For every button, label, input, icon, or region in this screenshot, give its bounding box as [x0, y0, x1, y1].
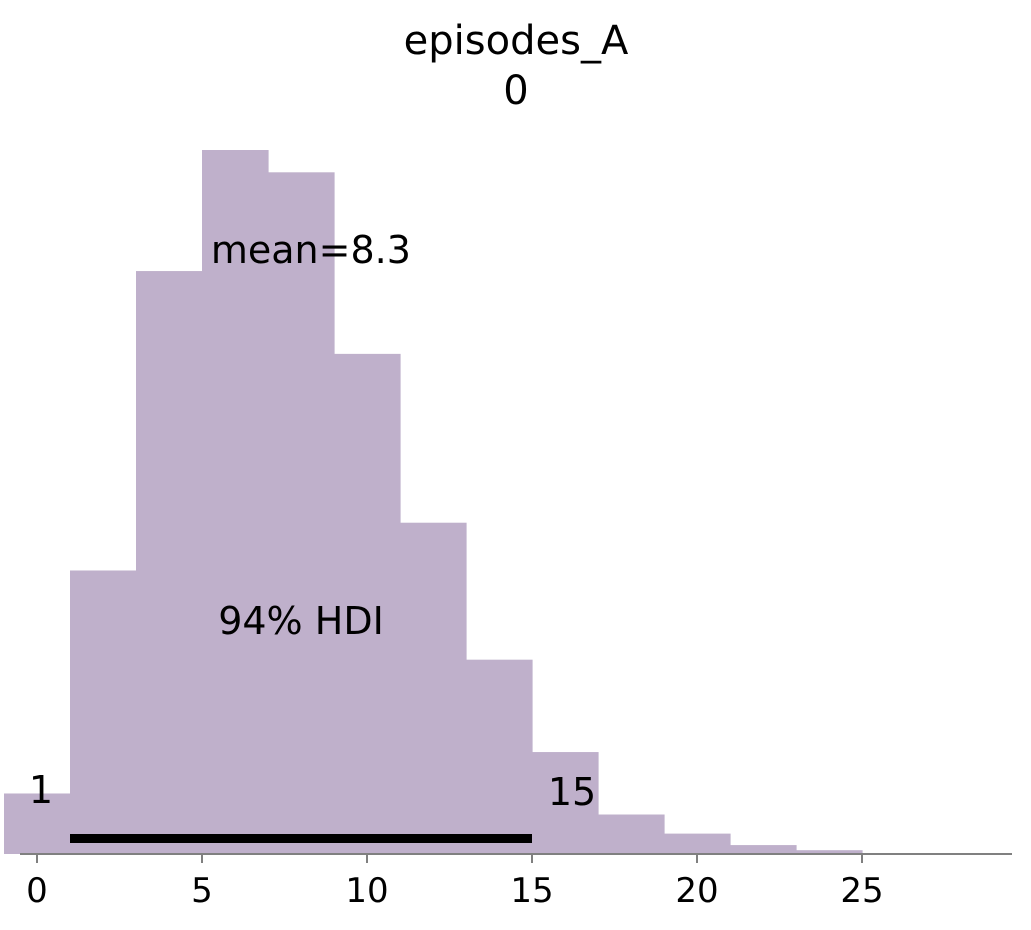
histogram-bars	[4, 150, 863, 854]
x-tick-label: 15	[510, 871, 553, 911]
x-tick-label: 25	[840, 871, 883, 911]
histogram-bar	[136, 271, 203, 854]
x-tick-label: 5	[191, 871, 213, 911]
histogram-bar	[334, 353, 401, 854]
histogram-bar	[400, 522, 467, 854]
histogram-bar	[202, 150, 269, 854]
x-axis-ticks: 0 5 10 15 20 25	[26, 854, 884, 911]
mean-label: mean=8.3	[211, 228, 411, 272]
chart-title: episodes_A	[404, 18, 629, 64]
hdi-interval-bar	[70, 834, 532, 843]
histogram-bar	[730, 845, 797, 854]
histogram-bar	[532, 752, 599, 854]
histogram-bar	[4, 793, 71, 854]
histogram-bar	[70, 570, 137, 854]
histogram-bar	[796, 850, 863, 854]
hdi-label: 94% HDI	[218, 599, 384, 643]
histogram-bar	[598, 814, 665, 854]
histogram-bar	[664, 833, 731, 854]
hdi-upper-label: 15	[548, 770, 596, 814]
x-tick-label: 10	[345, 871, 388, 911]
chart-subtitle: 0	[503, 68, 528, 114]
x-tick-label: 20	[675, 871, 718, 911]
histogram-bar	[268, 172, 335, 854]
hdi-lower-label: 1	[29, 768, 53, 812]
x-tick-label: 0	[26, 871, 48, 911]
histogram-bar	[466, 659, 533, 854]
